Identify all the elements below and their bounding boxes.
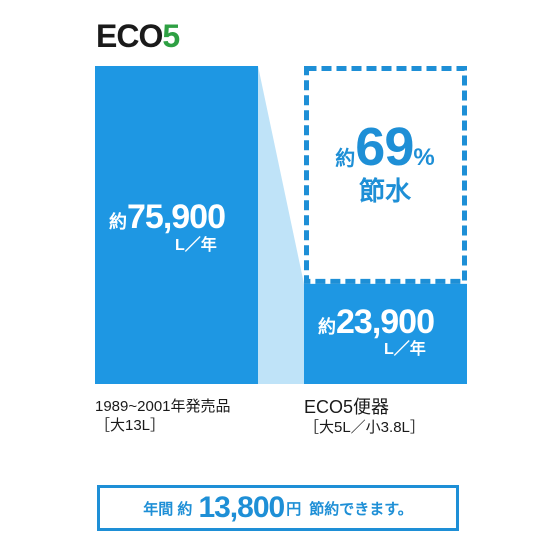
bar-label-eco5-value: 23,900 xyxy=(336,303,435,341)
bar-eco5-toilet xyxy=(304,283,467,384)
bar-label-old-value: 75,900 xyxy=(127,198,226,236)
caption-old-spec: ［大13L］ xyxy=(95,416,166,434)
saved-volume-outline xyxy=(304,66,467,284)
bar-unit-eco5: L／年 xyxy=(384,341,426,358)
caption-eco5: ECO5便器 ［大5L／小3.8L］ xyxy=(304,396,425,437)
logo-eco: ECO xyxy=(96,18,163,54)
saving-percent-sign: % xyxy=(413,144,435,171)
caption-eco5-spec: ［大5L／小3.8L］ xyxy=(304,418,425,436)
bar-label-old-prefix: 約 xyxy=(109,212,127,232)
footer-part1: 年間 約 xyxy=(143,500,193,518)
footer-yen: 円 xyxy=(286,500,302,518)
annual-saving-banner: 年間 約 13,800 円 節約できます。 xyxy=(97,485,459,531)
footer-amount: 13,800 xyxy=(198,491,285,524)
saving-text: 節水 xyxy=(358,176,411,206)
logo-five: 5 xyxy=(162,18,180,54)
caption-old: 1989~2001年発売品 ［大13L］ xyxy=(95,398,231,436)
bar-label-old: 約75,900 xyxy=(109,198,226,236)
water-saving-box: 約69% 節水 xyxy=(306,68,464,270)
bar-unit-old: L／年 xyxy=(175,237,217,254)
saving-prefix: 約 xyxy=(335,148,356,170)
connector-band xyxy=(258,66,304,384)
bar-old-toilet xyxy=(95,66,258,384)
eco5-logo: ECO5 xyxy=(96,18,180,54)
bar-label-eco5: 約23,900 xyxy=(318,303,435,341)
footer-part2: 節約できます。 xyxy=(309,500,413,518)
caption-old-title: 1989~2001年発売品 xyxy=(95,398,231,415)
bar-label-eco5-prefix: 約 xyxy=(318,317,336,337)
caption-eco5-title: ECO5便器 xyxy=(304,397,390,417)
saving-percent: 69 xyxy=(355,117,414,177)
